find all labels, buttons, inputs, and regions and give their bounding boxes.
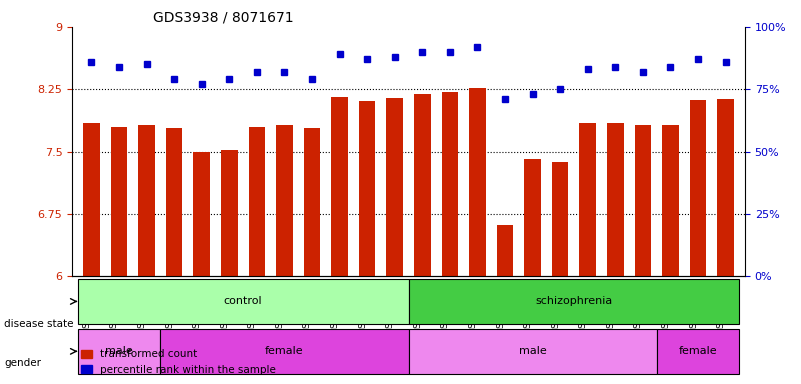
Text: GDS3938 / 8071671: GDS3938 / 8071671 xyxy=(153,10,293,24)
Text: schizophrenia: schizophrenia xyxy=(535,296,613,306)
Bar xyxy=(662,125,678,276)
Text: gender: gender xyxy=(4,358,41,368)
FancyBboxPatch shape xyxy=(409,279,739,324)
Bar xyxy=(276,125,292,276)
FancyBboxPatch shape xyxy=(160,329,409,374)
Bar xyxy=(248,127,265,276)
FancyBboxPatch shape xyxy=(78,279,409,324)
Bar xyxy=(414,94,431,276)
Bar xyxy=(607,123,624,276)
Bar xyxy=(304,127,320,276)
Bar xyxy=(221,150,238,276)
Bar xyxy=(359,101,376,276)
Bar xyxy=(552,162,569,276)
Bar xyxy=(718,99,734,276)
Bar xyxy=(634,125,651,276)
Bar xyxy=(441,92,458,276)
FancyBboxPatch shape xyxy=(78,329,160,374)
Bar xyxy=(332,97,348,276)
Bar xyxy=(525,159,541,276)
Bar xyxy=(579,123,596,276)
Legend: transformed count, percentile rank within the sample: transformed count, percentile rank withi… xyxy=(78,345,280,379)
FancyBboxPatch shape xyxy=(657,329,739,374)
Text: female: female xyxy=(678,346,718,356)
Bar xyxy=(469,88,485,276)
Text: control: control xyxy=(223,296,263,306)
Text: disease state: disease state xyxy=(4,319,74,329)
Bar xyxy=(690,100,706,276)
Bar xyxy=(166,127,183,276)
Bar xyxy=(497,225,513,276)
Bar xyxy=(83,122,99,276)
Text: male: male xyxy=(519,346,546,356)
Bar xyxy=(386,98,403,276)
Text: female: female xyxy=(265,346,304,356)
Bar xyxy=(193,152,210,276)
Bar xyxy=(111,127,127,276)
Text: male: male xyxy=(105,346,133,356)
Bar xyxy=(139,125,155,276)
FancyBboxPatch shape xyxy=(409,329,657,374)
